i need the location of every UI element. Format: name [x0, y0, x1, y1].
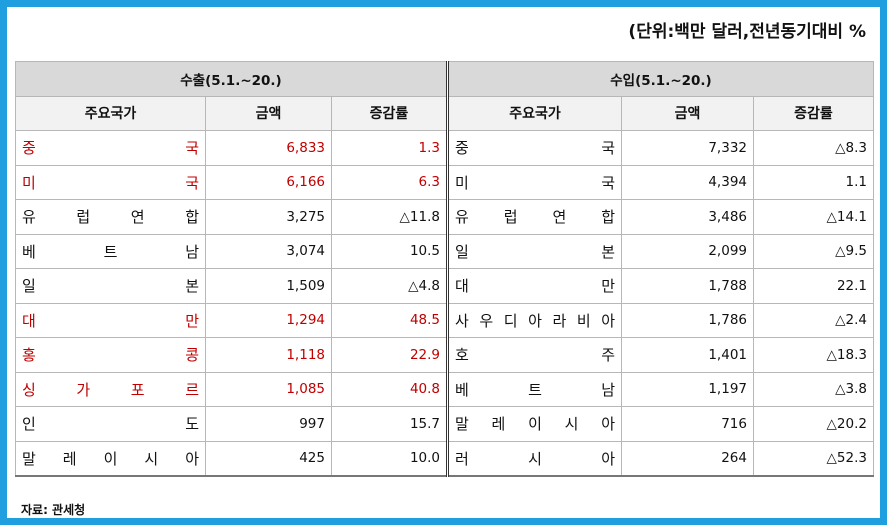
import-rate: △9.5 [753, 233, 874, 269]
export-rate: 40.8 [331, 371, 448, 407]
import-rate: △14.1 [753, 199, 874, 235]
export-col-amount: 금액 [205, 95, 332, 131]
export-rate: 10.0 [331, 440, 448, 477]
import-rate: △52.3 [753, 440, 874, 477]
export-country: 홍 콩 [15, 337, 206, 373]
slide-frame: (단위:백만 달러,전년동기대비 % 수출(5.1.~20.) 수입(5.1.~… [7, 7, 880, 518]
export-rate: 10.5 [331, 233, 448, 269]
table-row: 유 럽 연 합 3,275 △11.8 유 럽 연 합 3,486 △14.1 [15, 199, 874, 235]
import-amount: 7,332 [621, 130, 754, 166]
export-rate: △4.8 [331, 268, 448, 304]
export-country: 인 도 [15, 406, 206, 442]
export-country: 중 국 [15, 130, 206, 166]
export-col-country: 주요국가 [15, 95, 206, 131]
import-country: 러 시 아 [446, 440, 622, 477]
export-rate: 6.3 [331, 164, 448, 200]
import-col-rate: 증감률 [753, 95, 874, 131]
table-row: 미 국 6,166 6.3 미 국 4,394 1.1 [15, 164, 874, 200]
table-row: 일 본 1,509 △4.8 대 만 1,788 22.1 [15, 268, 874, 304]
import-amount: 1,197 [621, 371, 754, 407]
export-rate: 1.3 [331, 130, 448, 166]
table-row: 베 트 남 3,074 10.5 일 본 2,099 △9.5 [15, 233, 874, 269]
table-body: 중 국 6,833 1.3 중 국 7,332 △8.3 미 국 6,166 6.3 미 국 4,3… [15, 130, 874, 477]
export-country: 싱 가 포 르 [15, 371, 206, 407]
import-amount: 264 [621, 440, 754, 477]
import-country: 일 본 [446, 233, 622, 269]
export-country: 유 럽 연 합 [15, 199, 206, 235]
import-country: 말 레 이 시 아 [446, 406, 622, 442]
import-col-country: 주요국가 [446, 95, 622, 131]
table-row: 싱 가 포 르 1,085 40.8 베 트 남 1,197 △3.8 [15, 371, 874, 407]
export-col-rate: 증감률 [331, 95, 448, 131]
source-note: 자료: 관세청 [21, 503, 86, 517]
import-country: 유 럽 연 합 [446, 199, 622, 235]
import-rate: 22.1 [753, 268, 874, 304]
import-country: 호 주 [446, 337, 622, 373]
import-rate: △3.8 [753, 371, 874, 407]
import-amount: 1,788 [621, 268, 754, 304]
export-amount: 997 [205, 406, 332, 442]
export-country: 베 트 남 [15, 233, 206, 269]
import-header: 수입(5.1.~20.) [446, 61, 874, 97]
table-row: 말 레 이 시 아 425 10.0 러 시 아 264 △52.3 [15, 440, 874, 477]
export-amount: 6,166 [205, 164, 332, 200]
table-row: 중 국 6,833 1.3 중 국 7,332 △8.3 [15, 130, 874, 166]
export-country: 일 본 [15, 268, 206, 304]
export-amount: 3,275 [205, 199, 332, 235]
trade-table: 수출(5.1.~20.) 수입(5.1.~20.) 주요국가 금액 증감률 주요… [15, 61, 874, 477]
group-header-row: 수출(5.1.~20.) 수입(5.1.~20.) [15, 61, 874, 97]
import-rate: △8.3 [753, 130, 874, 166]
export-amount: 3,074 [205, 233, 332, 269]
table-row: 인 도 997 15.7 말 레 이 시 아 716 △20.2 [15, 406, 874, 442]
unit-note: (단위:백만 달러,전년동기대비 % [628, 22, 866, 42]
export-country: 대 만 [15, 302, 206, 338]
export-amount: 1,294 [205, 302, 332, 338]
import-amount: 4,394 [621, 164, 754, 200]
export-country: 미 국 [15, 164, 206, 200]
export-amount: 1,085 [205, 371, 332, 407]
import-amount: 3,486 [621, 199, 754, 235]
export-country: 말 레 이 시 아 [15, 440, 206, 477]
import-country: 미 국 [446, 164, 622, 200]
import-rate: 1.1 [753, 164, 874, 200]
export-amount: 1,118 [205, 337, 332, 373]
export-rate: 15.7 [331, 406, 448, 442]
import-rate: △20.2 [753, 406, 874, 442]
import-col-amount: 금액 [621, 95, 754, 131]
import-amount: 716 [621, 406, 754, 442]
export-amount: 6,833 [205, 130, 332, 166]
export-rate: △11.8 [331, 199, 448, 235]
export-rate: 48.5 [331, 302, 448, 338]
import-country: 중 국 [446, 130, 622, 166]
column-header-row: 주요국가 금액 증감률 주요국가 금액 증감률 [15, 95, 874, 131]
import-amount: 1,786 [621, 302, 754, 338]
import-amount: 1,401 [621, 337, 754, 373]
export-header: 수출(5.1.~20.) [15, 61, 448, 97]
export-rate: 22.9 [331, 337, 448, 373]
table-row: 대 만 1,294 48.5 사 우 디 아 라 비 아 1,786 △2.4 [15, 302, 874, 338]
export-amount: 1,509 [205, 268, 332, 304]
import-amount: 2,099 [621, 233, 754, 269]
import-country: 베 트 남 [446, 371, 622, 407]
import-rate: △2.4 [753, 302, 874, 338]
export-amount: 425 [205, 440, 332, 477]
import-country: 사 우 디 아 라 비 아 [446, 302, 622, 338]
table-row: 홍 콩 1,118 22.9 호 주 1,401 △18.3 [15, 337, 874, 373]
import-rate: △18.3 [753, 337, 874, 373]
import-country: 대 만 [446, 268, 622, 304]
